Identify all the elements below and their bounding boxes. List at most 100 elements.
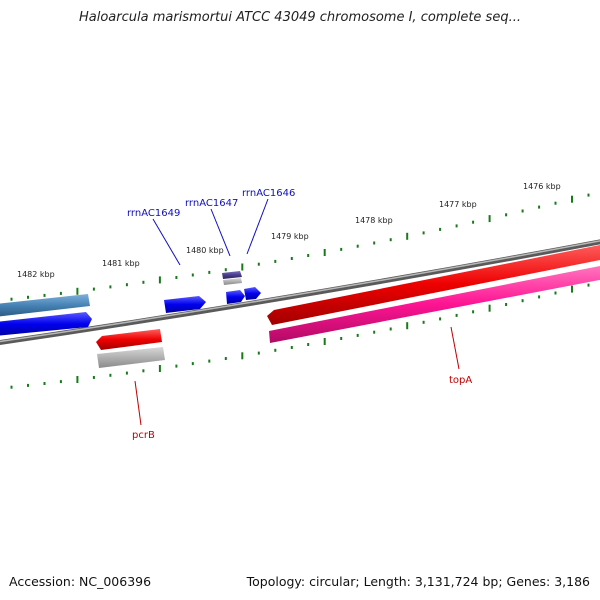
outer-ring-minor-tick — [356, 244, 359, 248]
backbone-highlight — [0, 240, 600, 343]
inner-ring-minor-tick — [59, 380, 62, 384]
inner-ring-minor-tick — [389, 327, 392, 331]
tick-label-1481: 1481 kbp — [102, 259, 140, 268]
inner-ring-minor-tick — [340, 337, 343, 340]
outer-ring-minor-tick — [208, 270, 211, 274]
outer-ring-minor-tick — [373, 241, 376, 245]
inner-ring-minor-tick — [10, 385, 13, 389]
inner-ring-major-tick — [571, 285, 573, 293]
outer-ring-minor-tick — [224, 268, 227, 272]
inner-ring-minor-tick — [505, 303, 508, 306]
outer-ring-major-tick — [158, 276, 161, 284]
accession-text: Accession: NC_006396 — [9, 574, 152, 589]
outer-ring-minor-tick — [59, 291, 62, 295]
inner-ring-minor-tick — [422, 320, 425, 324]
outer-ring-minor-tick — [505, 213, 508, 217]
tick-label-1482: 1482 kbp — [17, 270, 55, 279]
gene-label-pcrB[interactable]: pcrB — [132, 430, 155, 441]
feature-blue-rrnAC1646[interactable] — [244, 287, 261, 300]
inner-ring-major-tick — [158, 365, 161, 372]
feature-red-pcrB[interactable] — [96, 329, 162, 350]
feature-rna-rrnAC1647[interactable] — [222, 271, 242, 279]
inner-ring-minor-tick — [290, 346, 293, 349]
inner-ring-minor-tick — [175, 364, 178, 368]
outer-ring-major-tick — [488, 215, 491, 223]
inner-ring-minor-tick — [356, 333, 359, 337]
outer-ring-minor-tick — [257, 262, 260, 266]
connector-rrnAC1649 — [152, 218, 181, 266]
outer-ring-minor-tick — [587, 193, 590, 197]
inner-ring-minor-tick — [307, 343, 310, 346]
outer-ring-minor-tick — [521, 209, 524, 213]
outer-ring-major-tick — [241, 263, 244, 271]
outer-ring-minor-tick — [43, 293, 46, 297]
outer-ring-minor-tick — [307, 254, 310, 257]
tick-label-1479: 1479 kbp — [271, 232, 309, 241]
outer-ring-minor-tick — [554, 201, 557, 205]
outer-ring-major-tick — [571, 195, 573, 203]
outer-ring-minor-tick — [142, 280, 145, 284]
inner-ring-minor-tick — [125, 371, 128, 375]
outer-ring-minor-tick — [389, 238, 392, 242]
feature-grey-pcrB[interactable] — [97, 347, 165, 368]
outer-ring-minor-tick — [538, 205, 541, 209]
outer-ring-minor-tick — [109, 285, 112, 289]
outer-tick-ring — [10, 193, 590, 301]
inner-tick-ring — [10, 283, 590, 389]
inner-ring-minor-tick — [587, 283, 590, 287]
outer-ring-minor-tick — [274, 259, 277, 263]
feature-blue-left[interactable] — [0, 312, 92, 336]
feature-blue-rrnAC1647[interactable] — [226, 290, 245, 304]
outer-ring-minor-tick — [290, 257, 293, 260]
outer-ring-minor-tick — [27, 295, 29, 299]
inner-ring-minor-tick — [538, 295, 541, 299]
feature-steel-left[interactable] — [0, 294, 90, 317]
outer-ring-major-tick — [406, 232, 409, 240]
inner-ring-major-tick — [76, 376, 79, 383]
inner-ring-major-tick — [323, 338, 326, 345]
tick-label-1480: 1480 kbp — [186, 246, 224, 255]
inner-ring-minor-tick — [191, 362, 194, 366]
inner-ring-minor-tick — [109, 373, 112, 377]
gene-label-rrnAC1649[interactable]: rrnAC1649 — [127, 208, 180, 219]
inner-ring-minor-tick — [27, 383, 29, 387]
outer-ring-minor-tick — [422, 231, 425, 235]
connector-rrnAC1646 — [246, 198, 269, 255]
gene-label-rrnAC1647[interactable]: rrnAC1647 — [185, 198, 238, 209]
outer-ring-minor-tick — [10, 297, 13, 301]
outer-ring-minor-tick — [455, 224, 458, 228]
inner-ring-minor-tick — [439, 317, 442, 321]
map-title: Haloarcula marismortui ATCC 43049 chromo… — [79, 10, 521, 25]
inner-ring-minor-tick — [455, 313, 458, 317]
inner-ring-minor-tick — [472, 310, 475, 314]
connector-pcrB — [134, 380, 142, 426]
gene-label-rrnAC1646[interactable]: rrnAC1646 — [242, 188, 295, 199]
feature-blue-rrnAC1649[interactable] — [164, 296, 206, 313]
inner-ring-major-tick — [488, 304, 491, 312]
gene-label-topA[interactable]: topA — [449, 375, 472, 386]
inner-ring-major-tick — [406, 322, 409, 330]
inner-ring-minor-tick — [224, 357, 227, 360]
feature-pink-topA[interactable] — [269, 264, 600, 343]
connector-topA — [450, 326, 460, 370]
topology-summary: Topology: circular; Length: 3,131,724 bp… — [246, 574, 590, 589]
inner-ring-minor-tick — [274, 348, 277, 352]
backbone-line — [0, 239, 600, 346]
inner-ring-minor-tick — [43, 382, 46, 385]
tick-label-1477: 1477 kbp — [439, 200, 477, 209]
outer-ring-minor-tick — [92, 287, 95, 291]
inner-ring-minor-tick — [92, 376, 95, 379]
inner-ring-minor-tick — [257, 351, 260, 355]
outer-ring-minor-tick — [191, 273, 194, 277]
inner-ring-minor-tick — [208, 359, 211, 363]
outer-ring-minor-tick — [472, 220, 475, 224]
feature-red-topA[interactable] — [267, 243, 600, 325]
tick-label-1476: 1476 kbp — [523, 182, 561, 191]
inner-ring-minor-tick — [554, 291, 557, 295]
tick-label-1478: 1478 kbp — [355, 216, 393, 225]
connector-rrnAC1647 — [210, 208, 231, 257]
inner-ring-minor-tick — [142, 369, 145, 373]
feature-grey-rrnAC1647[interactable] — [223, 278, 242, 285]
inner-ring-minor-tick — [521, 299, 524, 303]
